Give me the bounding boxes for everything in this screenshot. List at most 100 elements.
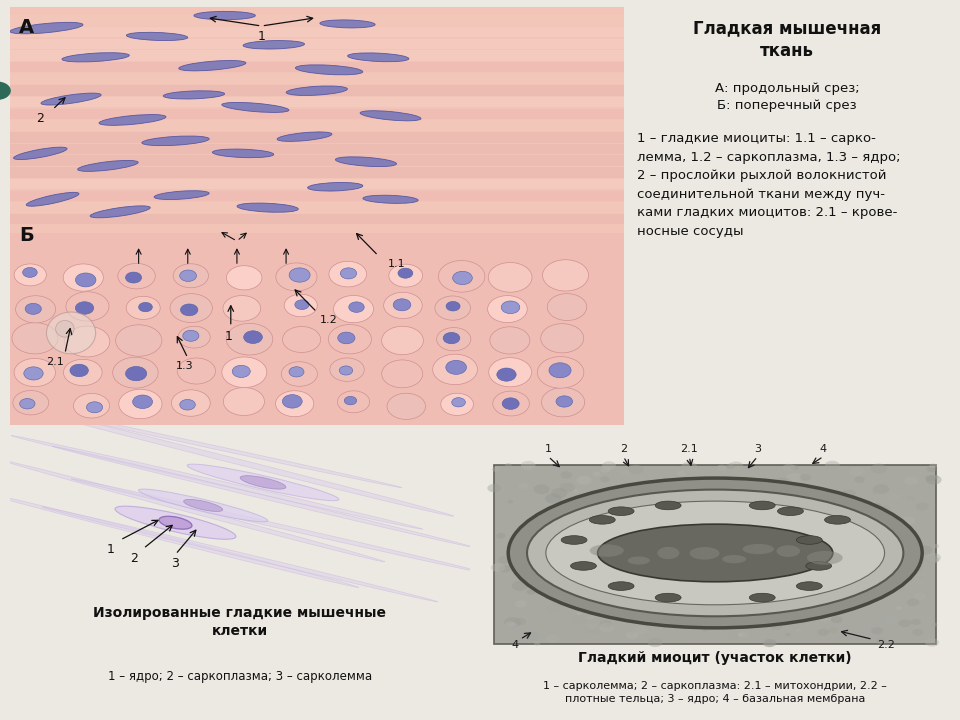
Ellipse shape [546, 501, 884, 605]
Circle shape [179, 326, 210, 348]
Circle shape [760, 516, 768, 521]
Bar [10, 214, 624, 225]
Ellipse shape [797, 536, 822, 544]
Circle shape [683, 514, 688, 518]
Circle shape [841, 534, 856, 544]
Circle shape [339, 366, 352, 375]
Circle shape [384, 292, 422, 318]
Circle shape [661, 584, 675, 593]
Circle shape [901, 566, 915, 574]
Circle shape [825, 461, 840, 469]
Circle shape [769, 621, 783, 630]
Circle shape [276, 391, 314, 417]
Circle shape [662, 585, 679, 595]
Ellipse shape [99, 114, 166, 125]
Circle shape [789, 555, 794, 558]
Circle shape [573, 489, 579, 492]
Circle shape [787, 593, 803, 601]
Circle shape [119, 390, 162, 419]
Circle shape [498, 556, 511, 564]
Circle shape [865, 575, 876, 581]
Circle shape [73, 393, 109, 418]
Circle shape [560, 591, 571, 598]
Circle shape [86, 402, 103, 413]
Circle shape [398, 268, 413, 278]
Circle shape [512, 581, 528, 591]
Circle shape [895, 565, 905, 571]
Circle shape [585, 624, 600, 634]
Bar [10, 156, 624, 166]
Circle shape [592, 472, 601, 477]
Circle shape [536, 588, 543, 593]
Ellipse shape [13, 147, 67, 160]
Bar [10, 167, 624, 178]
Circle shape [633, 538, 646, 546]
Circle shape [758, 546, 767, 552]
Circle shape [680, 500, 688, 505]
Circle shape [753, 518, 768, 528]
Bar [10, 97, 624, 107]
Circle shape [548, 553, 559, 559]
Circle shape [835, 558, 840, 561]
Circle shape [618, 586, 628, 592]
Bar [10, 27, 624, 37]
Ellipse shape [722, 555, 746, 563]
Circle shape [831, 503, 844, 510]
Circle shape [223, 295, 261, 321]
Ellipse shape [52, 446, 474, 547]
Circle shape [896, 529, 912, 539]
Ellipse shape [825, 516, 851, 524]
Circle shape [849, 526, 855, 530]
Circle shape [890, 584, 903, 593]
Bar [10, 15, 624, 26]
Circle shape [12, 323, 58, 354]
Circle shape [673, 492, 686, 500]
Circle shape [834, 529, 849, 539]
Circle shape [839, 520, 852, 528]
Ellipse shape [656, 501, 681, 510]
Circle shape [178, 358, 215, 384]
Circle shape [508, 570, 517, 577]
Circle shape [564, 476, 568, 479]
Circle shape [728, 632, 740, 640]
Circle shape [885, 616, 899, 624]
Ellipse shape [42, 507, 438, 602]
Circle shape [452, 397, 466, 407]
Circle shape [489, 263, 532, 292]
Circle shape [575, 545, 588, 553]
Ellipse shape [46, 312, 96, 354]
Circle shape [590, 606, 602, 613]
Circle shape [224, 387, 265, 415]
Circle shape [681, 462, 697, 472]
Circle shape [587, 623, 598, 629]
Ellipse shape [797, 582, 822, 590]
Ellipse shape [628, 557, 650, 564]
Circle shape [649, 512, 664, 521]
Circle shape [602, 462, 616, 469]
Circle shape [738, 634, 743, 636]
Circle shape [715, 559, 724, 564]
Circle shape [345, 397, 357, 405]
Ellipse shape [194, 12, 255, 19]
Ellipse shape [142, 136, 209, 145]
Circle shape [731, 622, 746, 631]
Circle shape [626, 631, 639, 639]
Text: 1.2: 1.2 [320, 315, 338, 325]
Ellipse shape [62, 53, 130, 62]
Circle shape [721, 522, 729, 527]
Ellipse shape [609, 582, 634, 590]
Circle shape [505, 621, 515, 627]
Circle shape [741, 522, 749, 527]
Bar [10, 109, 624, 119]
Circle shape [775, 477, 791, 487]
Ellipse shape [589, 544, 624, 557]
Circle shape [542, 260, 588, 291]
Circle shape [587, 511, 598, 518]
Circle shape [845, 589, 852, 593]
Circle shape [534, 485, 549, 494]
Bar [10, 132, 624, 143]
Circle shape [800, 474, 811, 481]
Circle shape [816, 490, 825, 495]
Ellipse shape [159, 516, 192, 529]
Circle shape [551, 488, 567, 498]
